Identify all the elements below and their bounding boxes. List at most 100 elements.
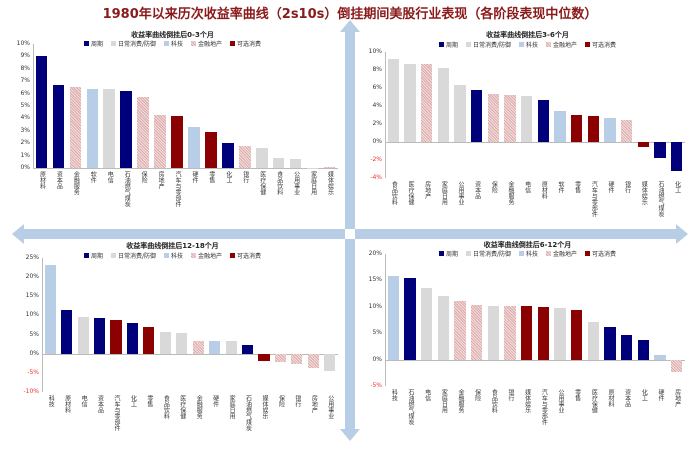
bar bbox=[471, 89, 483, 142]
legend-item: 日常消费/防御 bbox=[465, 249, 511, 258]
bar bbox=[454, 300, 466, 360]
y-tick-label: 3% bbox=[20, 126, 30, 134]
legend-label: 日常消费/防御 bbox=[472, 251, 511, 258]
x-tick-label: 媒体娱乐 bbox=[326, 171, 334, 195]
legend-item: 日常消费/防御 bbox=[465, 40, 511, 49]
y-tick-label: 0% bbox=[372, 355, 382, 363]
y-axis bbox=[33, 44, 34, 168]
bar bbox=[587, 322, 599, 360]
x-tick-label: 银行 bbox=[241, 171, 249, 183]
bar bbox=[387, 275, 399, 360]
bar bbox=[387, 59, 399, 142]
x-tick-label: 石油燃气煤炭 bbox=[407, 389, 414, 425]
x-tick-label: 零售 bbox=[573, 181, 581, 193]
bar bbox=[421, 287, 433, 360]
bar bbox=[222, 143, 234, 168]
bar bbox=[307, 353, 319, 369]
y-tick-label: 6% bbox=[372, 84, 382, 91]
x-tick-label: 科技 bbox=[390, 389, 398, 401]
bar bbox=[571, 115, 583, 142]
bar bbox=[537, 99, 549, 142]
legend-item: 日常消费/防御 bbox=[110, 251, 156, 260]
legend-swatch bbox=[110, 253, 116, 258]
legend-item: 可选消费 bbox=[585, 40, 616, 49]
bar bbox=[604, 326, 616, 360]
x-tick-label: 资本品 bbox=[623, 389, 631, 407]
arrow-up-icon bbox=[340, 20, 360, 32]
y-tick-label: 5% bbox=[372, 329, 382, 337]
x-tick-label: 保险 bbox=[473, 389, 481, 401]
x-tick-label: 保险 bbox=[140, 171, 148, 183]
x-tick-label: 医疗保健 bbox=[178, 395, 186, 419]
legend-swatch bbox=[519, 42, 524, 47]
bar bbox=[192, 340, 204, 354]
y-tick-label: 10% bbox=[25, 311, 39, 319]
x-tick-label: 原材料 bbox=[540, 181, 548, 199]
legend-label: 金融地产 bbox=[198, 253, 223, 260]
y-tick-label: 1% bbox=[20, 151, 30, 159]
chart-title: 收益率曲线倒挂后12-18个月 bbox=[126, 242, 219, 250]
x-tick-label: 医疗保健 bbox=[258, 171, 266, 195]
bar bbox=[188, 127, 200, 168]
x-axis bbox=[385, 142, 685, 143]
legend-label: 金融地产 bbox=[198, 41, 223, 48]
y-tick-label: 8% bbox=[372, 66, 382, 73]
x-tick-label: 电信 bbox=[523, 181, 531, 193]
legend-swatch bbox=[110, 41, 116, 46]
bar bbox=[323, 166, 336, 168]
x-tick-label: 石油燃气煤炭 bbox=[244, 395, 252, 431]
legend-label: 科技 bbox=[526, 42, 539, 49]
x-tick-label: 金融服务 bbox=[72, 171, 80, 195]
chart-panel-12-18m: 收益率曲线倒挂后12-18个月 周期 日常消费/防御 科技 金融地产 可选消费 -10% -5… bbox=[0, 240, 345, 451]
x-tick-label: 公用事业 bbox=[326, 395, 334, 419]
y-tick-label: 8% bbox=[20, 64, 30, 72]
bar bbox=[154, 114, 166, 168]
y-tick-label: 10% bbox=[368, 48, 382, 55]
arrow-left-icon bbox=[12, 224, 24, 244]
x-tick-label: 化工 bbox=[640, 389, 648, 401]
x-tick-label: 媒体娱乐 bbox=[640, 181, 648, 205]
legend-item: 金融地产 bbox=[191, 251, 222, 260]
y-tick-label: 4% bbox=[372, 102, 382, 109]
bar bbox=[126, 323, 139, 354]
x-tick-label: 资本品 bbox=[55, 171, 63, 189]
x-tick-label: 银行 bbox=[623, 181, 631, 193]
chart-legend: 周期 日常消费/防御 科技 金融地产 可选消费 bbox=[355, 40, 700, 49]
x-tick-label: 电信 bbox=[106, 171, 114, 183]
y-tick-label: 10% bbox=[16, 40, 30, 47]
x-tick-label: 房地产 bbox=[310, 395, 318, 413]
bar bbox=[159, 332, 171, 354]
bar bbox=[637, 142, 649, 147]
bar bbox=[587, 115, 599, 142]
bar bbox=[239, 145, 251, 168]
legend-item: 科技 bbox=[519, 40, 538, 49]
legend-swatch bbox=[83, 41, 89, 46]
legend-label: 可选消费 bbox=[237, 253, 262, 260]
legend-label: 日常消费/防御 bbox=[472, 42, 511, 49]
bar bbox=[487, 94, 499, 142]
x-tick-label: 软件 bbox=[557, 181, 564, 193]
x-tick-label: 资本品 bbox=[96, 395, 104, 413]
y-tick-label: -2% bbox=[370, 156, 382, 163]
x-tick-label: 银行 bbox=[293, 395, 301, 407]
x-tick-label: 公用事业 bbox=[292, 171, 300, 195]
legend-item: 周期 bbox=[438, 249, 458, 258]
x-axis bbox=[385, 359, 685, 361]
legend-item: 周期 bbox=[438, 40, 458, 49]
bar bbox=[637, 339, 649, 360]
bar bbox=[52, 84, 65, 168]
bar bbox=[654, 355, 666, 360]
y-tick-label: 5% bbox=[29, 330, 39, 338]
legend-label: 科技 bbox=[171, 41, 184, 48]
bar bbox=[61, 310, 73, 354]
bar bbox=[521, 306, 533, 360]
legend-item: 可选消费 bbox=[585, 249, 616, 258]
x-tick-label: 家庭日用 bbox=[440, 181, 448, 205]
x-tick-label: 食品饮料 bbox=[275, 171, 283, 195]
divider-center bbox=[345, 229, 355, 239]
bar bbox=[255, 148, 268, 168]
x-axis bbox=[33, 168, 338, 169]
x-axis bbox=[42, 353, 338, 355]
legend-item: 金融地产 bbox=[546, 40, 577, 49]
x-tick-label: 食品饮料 bbox=[162, 395, 170, 419]
